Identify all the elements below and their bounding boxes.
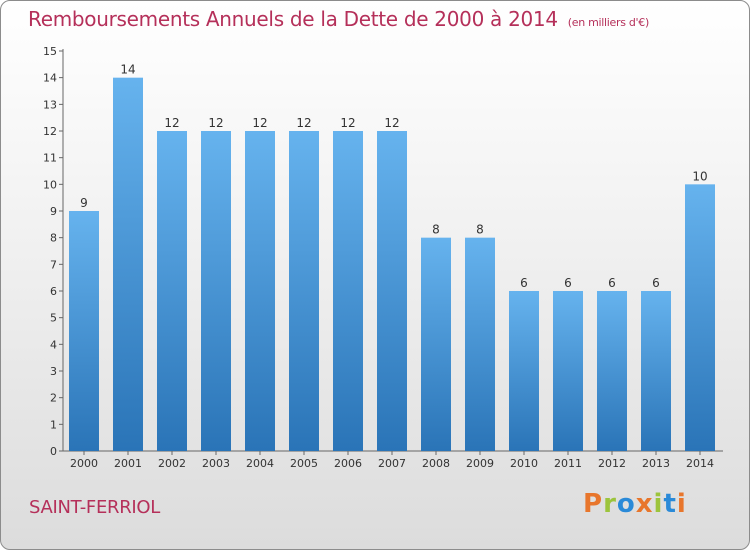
bar [597, 291, 627, 451]
x-tick-label: 2011 [554, 457, 582, 470]
y-tick-label: 11 [43, 152, 57, 165]
bar-value-label: 9 [80, 196, 88, 210]
chart-unit: (en milliers d'€) [567, 16, 649, 29]
bar-value-label: 12 [252, 116, 267, 130]
x-tick-label: 2008 [422, 457, 450, 470]
bar [641, 291, 671, 451]
logo-letter: r [603, 489, 617, 519]
bar-value-label: 14 [120, 63, 135, 77]
y-tick-label: 6 [50, 285, 57, 298]
commune-name: SAINT-FERRIOL [29, 497, 161, 518]
y-tick-label: 8 [50, 232, 57, 245]
y-tick-label: 3 [50, 365, 57, 378]
bar-value-label: 12 [384, 116, 399, 130]
x-tick-label: 2014 [686, 457, 714, 470]
y-tick-label: 1 [50, 418, 57, 431]
y-tick-label: 12 [43, 125, 57, 138]
x-tick-label: 2005 [290, 457, 318, 470]
y-tick-label: 9 [50, 205, 57, 218]
chart-title-text: Remboursements Annuels de la Dette de 20… [28, 7, 558, 31]
logo-letter: t [663, 489, 677, 519]
bar [69, 211, 99, 451]
x-tick-label: 2004 [246, 457, 274, 470]
bar-value-label: 6 [652, 276, 660, 290]
bar [289, 131, 319, 451]
bar-value-label: 6 [520, 276, 528, 290]
bar-value-label: 12 [208, 116, 223, 130]
x-tick-label: 2007 [378, 457, 406, 470]
logo-letter: i [653, 489, 664, 519]
bar [421, 237, 451, 451]
y-tick-label: 5 [50, 312, 57, 325]
bar-value-label: 8 [432, 223, 440, 237]
bar [509, 291, 539, 451]
x-tick-label: 2013 [642, 457, 670, 470]
bar [245, 131, 275, 451]
y-tick-label: 7 [50, 258, 57, 271]
bar [465, 237, 495, 451]
chart-title: Remboursements Annuels de la Dette de 20… [28, 7, 649, 31]
bar-value-label: 12 [164, 116, 179, 130]
bar-value-label: 6 [564, 276, 572, 290]
proxiti-logo: Proxiti [583, 489, 687, 519]
x-tick-label: 2009 [466, 457, 494, 470]
bar-value-label: 12 [296, 116, 311, 130]
y-tick-label: 13 [43, 98, 57, 111]
bar [553, 291, 583, 451]
logo-letter: i [676, 489, 687, 519]
bar [685, 184, 715, 452]
bar-value-label: 12 [340, 116, 355, 130]
x-tick-label: 2006 [334, 457, 362, 470]
bar [201, 131, 231, 451]
y-tick-label: 15 [43, 45, 57, 58]
x-tick-label: 2002 [158, 457, 186, 470]
y-tick-label: 10 [43, 178, 57, 191]
bar-value-label: 8 [476, 223, 484, 237]
logo-letter: P [583, 489, 604, 519]
y-tick-label: 14 [43, 72, 57, 85]
bar [157, 131, 187, 451]
x-tick-label: 2000 [70, 457, 98, 470]
bar-value-label: 6 [608, 276, 616, 290]
bar [113, 77, 143, 452]
x-tick-label: 2001 [114, 457, 142, 470]
bar-value-label: 10 [692, 169, 707, 183]
logo-letter: x [635, 489, 654, 519]
logo-letter: o [616, 489, 636, 519]
bar [333, 131, 363, 451]
x-tick-label: 2010 [510, 457, 538, 470]
y-tick-label: 2 [50, 392, 57, 405]
y-tick-label: 4 [50, 338, 57, 351]
y-tick-label: 0 [50, 445, 57, 458]
x-tick-label: 2012 [598, 457, 626, 470]
bar [377, 131, 407, 451]
x-tick-label: 2003 [202, 457, 230, 470]
